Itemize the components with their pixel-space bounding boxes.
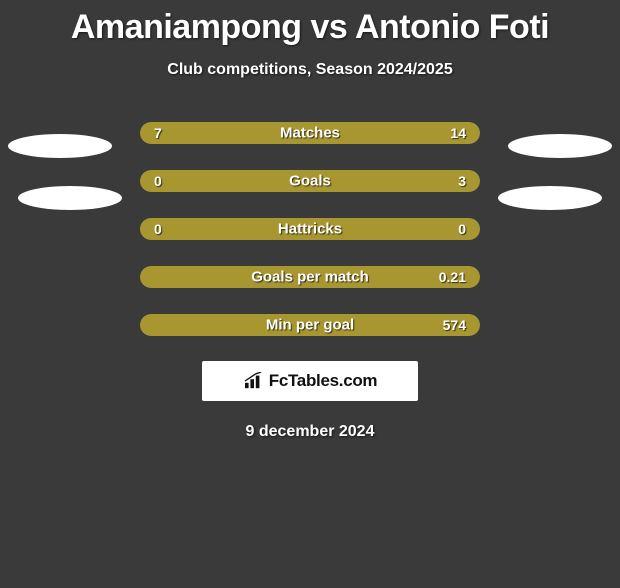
value-right: 0.21 (439, 269, 466, 285)
comparison-chart: 7 Matches 14 0 Goals 3 0 Hattricks 0 Goa… (0, 121, 620, 337)
metric-label: Goals (289, 173, 331, 190)
metric-row: Min per goal 574 (0, 313, 620, 337)
value-right: 0 (458, 221, 466, 237)
page-title: Amaniampong vs Antonio Foti (0, 8, 620, 47)
value-right: 3 (458, 173, 466, 189)
metric-label: Min per goal (266, 317, 354, 334)
value-left: 0 (154, 221, 162, 237)
value-right: 574 (443, 317, 466, 333)
subtitle: Club competitions, Season 2024/2025 (0, 61, 620, 79)
metric-row: 0 Hattricks 0 (0, 217, 620, 241)
metric-label: Goals per match (251, 269, 369, 286)
source-logo: FcTables.com (202, 361, 418, 401)
value-left: 7 (154, 125, 162, 141)
value-right: 14 (450, 125, 466, 141)
date-text: 9 december 2024 (0, 423, 620, 441)
metric-label: Matches (280, 125, 340, 142)
bar-track: 7 Matches 14 (140, 122, 480, 144)
chart-icon (243, 372, 265, 390)
metric-row: Goals per match 0.21 (0, 265, 620, 289)
logo-text: FcTables.com (269, 371, 378, 391)
bar-track: Goals per match 0.21 (140, 266, 480, 288)
metric-row: 7 Matches 14 (0, 121, 620, 145)
bar-track: 0 Goals 3 (140, 170, 480, 192)
bar-track: Min per goal 574 (140, 314, 480, 336)
metric-label: Hattricks (278, 221, 342, 238)
value-left: 0 (154, 173, 162, 189)
bar-track: 0 Hattricks 0 (140, 218, 480, 240)
metric-row: 0 Goals 3 (0, 169, 620, 193)
